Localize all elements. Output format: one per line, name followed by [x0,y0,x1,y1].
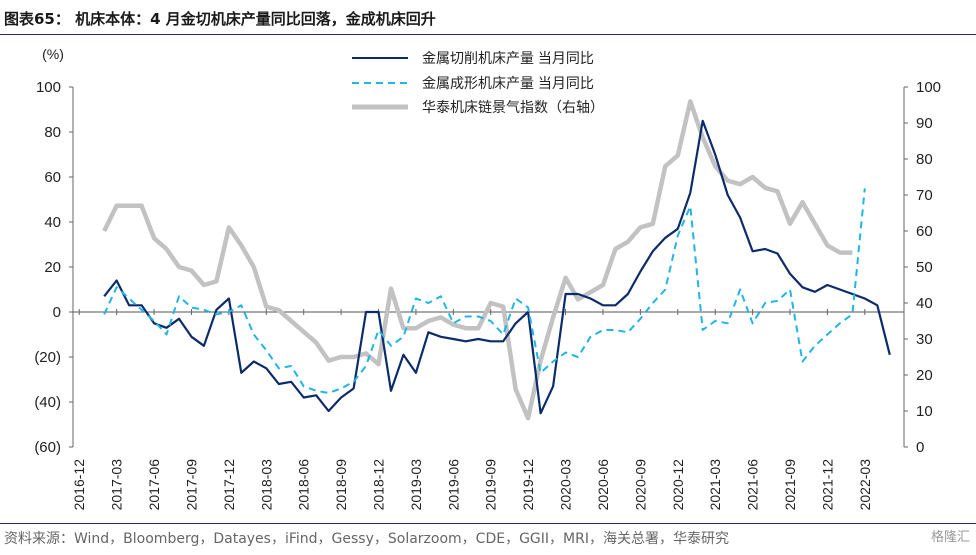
left-tick-label: (20) [34,349,61,366]
right-tick-label: 40 [916,295,933,312]
x-tick-label: 2021-09 [782,459,798,511]
x-tick-label: 2019-12 [520,459,536,511]
x-tick-label: 2021-03 [707,459,723,511]
x-tick-label: 2017-06 [146,459,162,511]
x-tick-label: 2019-03 [408,459,424,511]
left-tick-label: 20 [44,259,61,276]
x-tick-label: 2017-09 [183,459,199,511]
title-divider [0,34,976,35]
right-tick-label: 100 [916,79,941,96]
x-tick-label: 2020-12 [670,459,686,511]
source-divider [0,523,976,524]
right-tick-label: 10 [916,403,933,420]
left-tick-label: 100 [36,79,61,96]
x-tick-label: 2018-09 [333,459,349,511]
left-tick-label: 0 [53,304,61,321]
chart-title: 图表65： 机床本体：4 月金切机床产量同比回落，金成机床回升 [4,10,436,28]
series-line-2 [103,188,866,394]
axes: (%) (60) (40) (20) 0 20 40 60 80 100 0 10 20 30 40 50 60… [34,46,941,510]
x-tick-label: 2016-12 [71,459,87,511]
x-tick-label: 2018-06 [296,459,312,511]
right-tick-label: 60 [916,223,933,240]
right-tick-label: 30 [916,331,933,348]
series-layer [102,99,891,421]
x-tick-label: 2021-12 [819,459,835,511]
legend-label-1: 金属切削机床产量 当月同比 [422,50,594,66]
left-tick-label: 60 [44,169,61,186]
x-tick-label: 2018-03 [258,459,274,511]
left-tick-label: 80 [44,124,61,141]
x-tick-label: 2021-06 [745,459,761,511]
left-tick-label: (60) [34,439,61,456]
x-tick-label: 2019-09 [483,459,499,511]
left-tick-label: (40) [34,394,61,411]
right-tick-label: 0 [916,439,924,456]
left-axis-unit: (%) [42,46,64,62]
right-tick-label: 50 [916,259,933,276]
x-tick-label: 2020-09 [632,459,648,511]
x-tick-label: 2018-12 [371,459,387,511]
watermark-logo: 格隆汇 [930,530,970,545]
legend-label-3: 华泰机床链景气指数（右轴） [422,99,604,115]
right-tick-label: 80 [916,151,933,168]
source-note: 资料来源：Wind，Bloomberg，Datayes，iFind，Gessy，… [4,531,729,547]
x-tick-label: 2019-06 [445,459,461,511]
legend-label-2: 金属成形机床产量 当月同比 [422,75,594,91]
x-tick-label: 2022-03 [857,459,873,511]
x-tick-label: 2017-03 [109,459,125,511]
left-tick-label: 40 [44,214,61,231]
right-tick-label: 70 [916,187,933,204]
right-tick-label: 20 [916,367,933,384]
series-line-3 [102,99,853,421]
right-tick-label: 90 [916,115,933,132]
x-tick-label: 2020-06 [595,459,611,511]
x-tick-label: 2017-12 [221,459,237,511]
x-tick-label: 2020-03 [558,459,574,511]
series-line-1 [103,119,891,415]
